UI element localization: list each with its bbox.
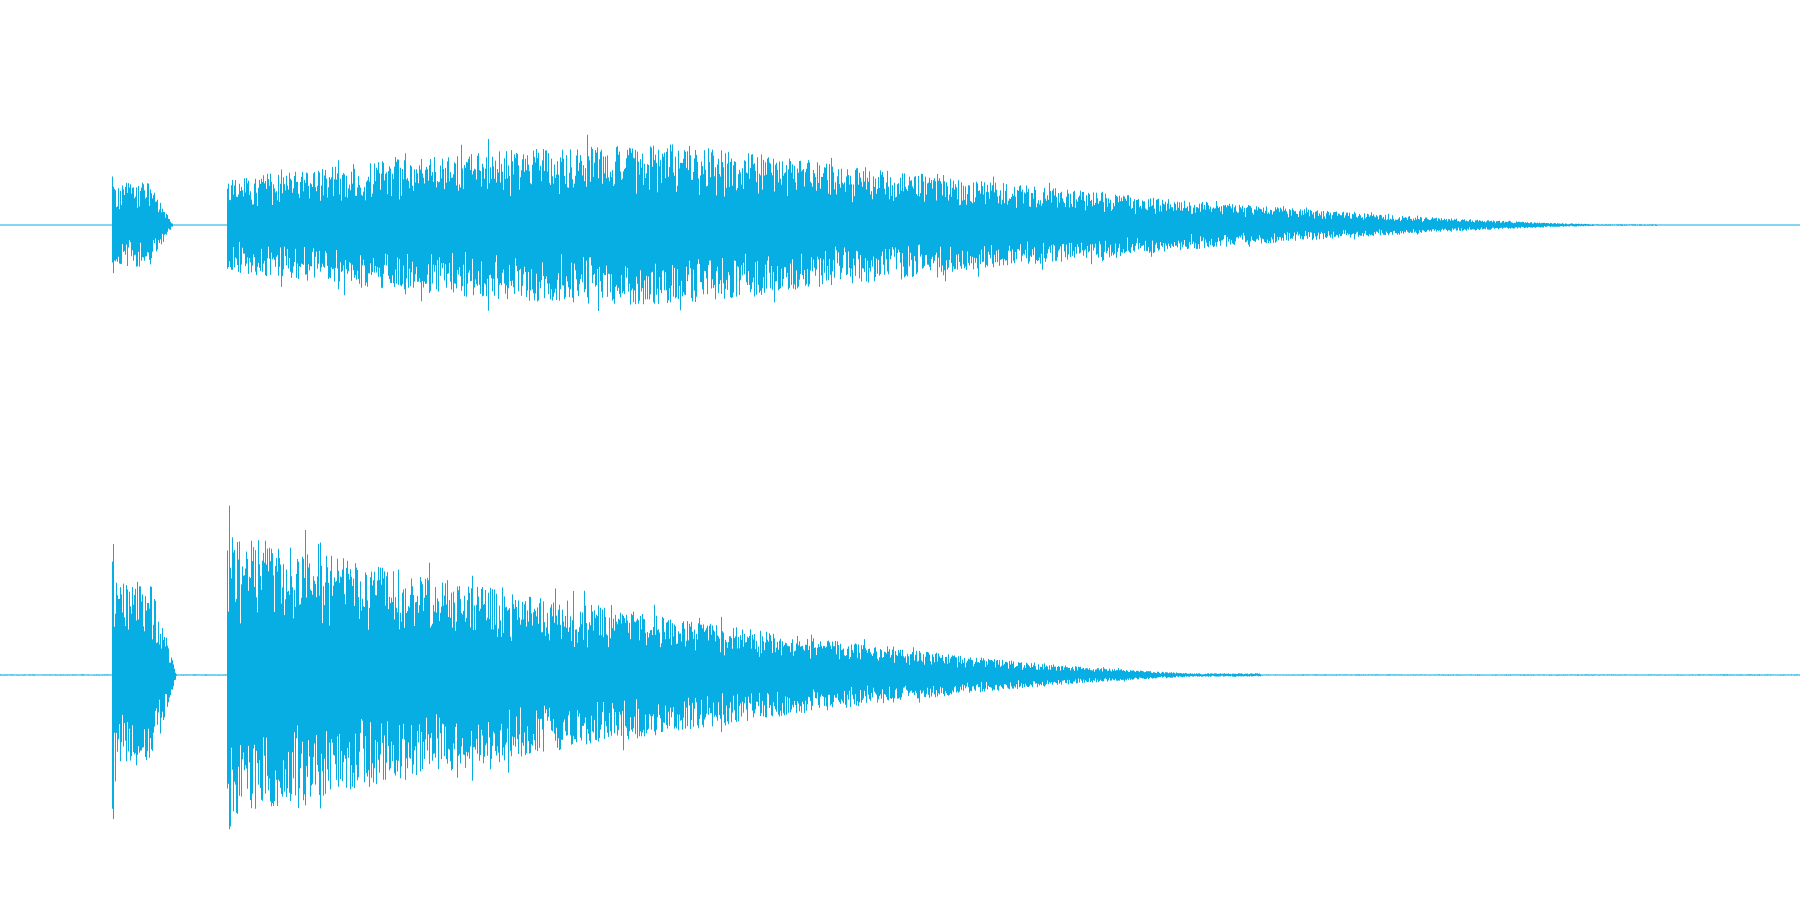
channel-1-waveform[interactable] [0,134,1800,311]
channel-2-signal [0,505,1800,830]
channel-2-waveform[interactable] [0,505,1800,830]
channel-1-signal [112,134,1657,311]
